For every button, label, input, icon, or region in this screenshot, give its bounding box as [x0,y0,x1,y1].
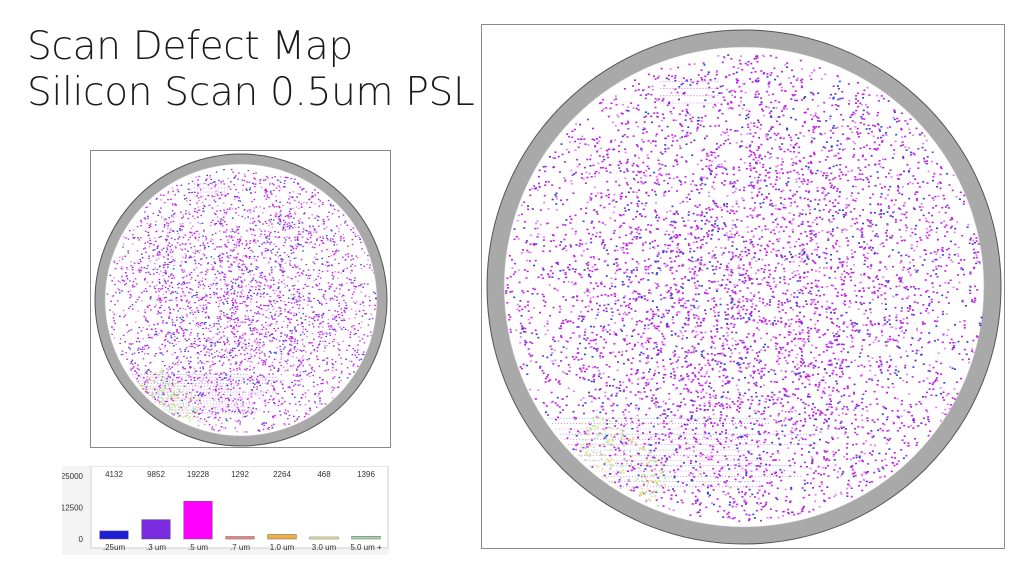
small-edge-patch [139,368,202,422]
bar-category-label: .3 um [146,543,166,552]
size-histogram: 25000 12500 0 4132 .25um 9852 .3 um 19228 .5 um 1… [62,466,389,555]
bar-value-label: 2264 [273,470,291,479]
histogram-plot-area [90,466,389,549]
histogram-bar [99,530,129,540]
title-line-2: Silicon Scan 0.5um PSL [27,70,475,115]
bar-value-label: 1292 [231,470,249,479]
slide-title: Scan Defect Map Silicon Scan 0.5um PSL [27,24,475,116]
histogram-bar [309,536,339,540]
histogram-bar [141,519,171,540]
wafer-map-large [481,24,1005,549]
bar-category-label: 3.0 um [312,543,337,552]
histogram-bar [267,534,297,540]
y-tick-label: 0 [79,535,84,544]
histogram-bar [351,536,381,540]
small-wafer-surface [104,163,378,437]
bar-category-label: .5 um [188,543,208,552]
bar-value-label: 9852 [147,470,165,479]
bar-category-label: 5.0 um + [350,543,382,552]
bar-value-label: 468 [317,470,331,479]
histogram-bar [225,536,255,540]
bar-category-label: .7 um [230,543,250,552]
wafer-map-small [90,150,391,448]
bar-value-label: 19228 [187,470,210,479]
small-defects [106,168,377,433]
title-line-1: Scan Defect Map [27,24,353,69]
y-tick-label: 12500 [62,504,84,513]
large-edge-patch [580,409,668,507]
large-wafer-surface [503,46,985,528]
wafer-map-large-canvas [486,29,1002,545]
bar-category-label: 1.0 um [270,543,295,552]
histogram-bar [183,500,213,540]
wafer-map-small-canvas [94,153,388,447]
histogram-chart: 25000 12500 0 4132 .25um 9852 .3 um 19228 .5 um 1… [62,466,389,552]
bar-value-label: 1396 [357,470,375,479]
large-defects [505,54,983,522]
y-tick-label: 25000 [62,472,84,481]
bar-value-label: 4132 [105,470,123,479]
bar-category-label: .25um [103,543,126,552]
